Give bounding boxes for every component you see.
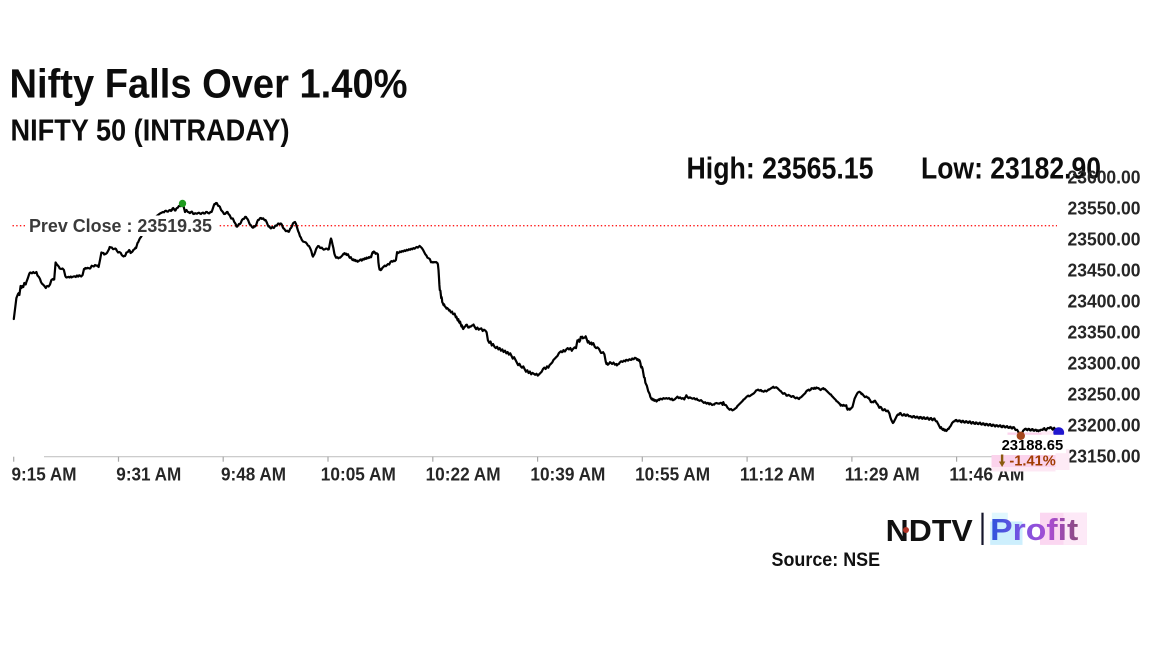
svg-text:High: 23565.15: High: 23565.15 [687, 151, 874, 185]
svg-text:Source: NSE: Source: NSE [772, 550, 881, 571]
svg-text:NDTV: NDTV [886, 513, 974, 548]
svg-text:11:29 AM: 11:29 AM [845, 464, 920, 485]
svg-text:9:31 AM: 9:31 AM [116, 464, 181, 485]
svg-text:NIFTY 50 (INTRADAY): NIFTY 50 (INTRADAY) [11, 114, 290, 148]
svg-text:23350.00: 23350.00 [1068, 322, 1141, 343]
svg-text:23200.00: 23200.00 [1068, 415, 1141, 436]
svg-text:23450.00: 23450.00 [1068, 260, 1141, 281]
svg-text:9:15 AM: 9:15 AM [12, 464, 77, 485]
svg-text:Low: 23182.90: Low: 23182.90 [921, 151, 1101, 185]
svg-text:10:39 AM: 10:39 AM [530, 464, 605, 485]
svg-text:9:48 AM: 9:48 AM [221, 464, 286, 485]
svg-text:23250.00: 23250.00 [1068, 384, 1141, 405]
svg-text:23150.00: 23150.00 [1068, 446, 1141, 467]
svg-text:-1.41%: -1.41% [1009, 452, 1056, 469]
svg-text:10:05 AM: 10:05 AM [321, 464, 396, 485]
svg-text:23550.00: 23550.00 [1068, 197, 1141, 218]
svg-text:23300.00: 23300.00 [1068, 353, 1141, 374]
svg-text:23500.00: 23500.00 [1068, 228, 1141, 249]
svg-text:Nifty Falls Over 1.40%: Nifty Falls Over 1.40% [10, 61, 408, 107]
svg-text:Profit: Profit [990, 512, 1078, 547]
svg-text:Prev Close : 23519.35: Prev Close : 23519.35 [29, 215, 212, 236]
svg-text:10:55 AM: 10:55 AM [635, 464, 710, 485]
svg-text:10:22 AM: 10:22 AM [426, 464, 501, 485]
svg-text:23188.65: 23188.65 [1002, 438, 1064, 454]
svg-text:11:12 AM: 11:12 AM [740, 464, 815, 485]
svg-text:23400.00: 23400.00 [1068, 291, 1141, 312]
svg-text:23600.00: 23600.00 [1068, 166, 1141, 187]
